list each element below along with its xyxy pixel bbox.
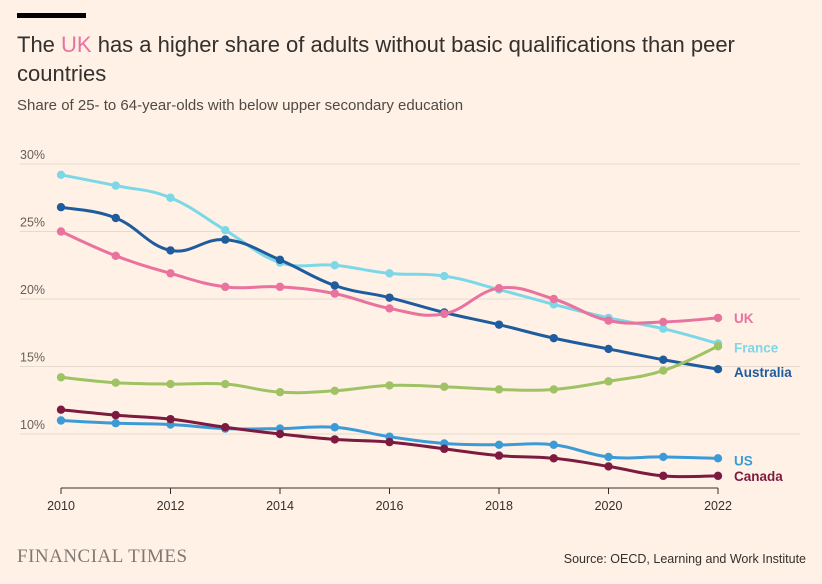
data-point-unlabeled xyxy=(166,379,175,389)
data-point-australia xyxy=(56,203,66,212)
data-point-canada xyxy=(440,444,449,454)
data-point-uk xyxy=(440,309,449,319)
data-point-france xyxy=(221,225,230,235)
data-point-uk xyxy=(549,294,558,304)
title-prefix: The xyxy=(17,32,62,57)
data-point-australia xyxy=(659,355,668,364)
data-point-canada xyxy=(166,414,175,424)
data-point-unlabeled xyxy=(549,385,558,394)
data-point-us xyxy=(549,440,558,449)
series-label-australia: Australia xyxy=(734,365,792,380)
x-tick-label: 2010 xyxy=(47,499,75,513)
data-point-uk xyxy=(56,227,66,236)
data-point-unlabeled xyxy=(440,382,449,391)
data-point-us xyxy=(111,419,120,428)
x-tick-label: 2018 xyxy=(485,499,513,513)
y-tick-label: 15% xyxy=(20,351,45,365)
data-point-australia xyxy=(221,235,230,244)
data-point-us xyxy=(330,423,339,432)
data-point-us xyxy=(56,416,66,425)
series-label-canada: Canada xyxy=(734,469,783,484)
data-point-unlabeled xyxy=(494,385,504,394)
data-point-australia xyxy=(330,281,339,290)
series-label-france: France xyxy=(734,341,779,356)
data-point-australia xyxy=(494,320,504,329)
chart-title: The UK has a higher share of adults with… xyxy=(17,30,787,88)
data-point-uk xyxy=(275,282,285,292)
ft-logo: FINANCIAL TIMES xyxy=(17,546,188,567)
data-point-unlabeled xyxy=(604,377,613,386)
series-line-france xyxy=(59,173,720,346)
data-point-us xyxy=(604,452,613,462)
source-note: Source: OECD, Learning and Work Institut… xyxy=(563,552,806,566)
y-tick-label: 30% xyxy=(20,148,45,162)
data-point-unlabeled xyxy=(659,366,668,375)
data-point-france xyxy=(166,193,175,202)
data-point-uk xyxy=(221,282,230,292)
chart-subtitle: Share of 25- to 64-year-olds with below … xyxy=(17,97,464,114)
x-tick-label: 2022 xyxy=(704,499,732,513)
y-tick-label: 10% xyxy=(20,418,45,432)
x-tick-label: 2020 xyxy=(595,499,623,513)
y-tick-label: 25% xyxy=(20,216,45,230)
data-point-australia xyxy=(111,213,120,223)
x-tick-label: 2014 xyxy=(266,499,294,513)
series-label-us: US xyxy=(734,453,753,468)
data-point-france xyxy=(111,181,120,190)
data-point-australia xyxy=(275,255,285,265)
data-point-canada xyxy=(385,437,394,447)
data-point-uk xyxy=(659,317,668,327)
data-point-france xyxy=(330,261,339,270)
data-point-canada xyxy=(275,429,285,439)
data-point-unlabeled xyxy=(111,378,120,387)
data-point-uk xyxy=(494,284,504,293)
data-point-us xyxy=(659,452,668,462)
data-point-canada xyxy=(56,405,66,414)
data-point-canada xyxy=(494,451,504,460)
data-point-australia xyxy=(166,246,175,255)
data-point-unlabeled xyxy=(275,387,285,397)
data-point-france xyxy=(659,324,668,333)
data-point-australia xyxy=(713,365,723,374)
data-point-canada xyxy=(549,454,558,463)
data-point-uk xyxy=(330,289,339,298)
data-point-unlabeled xyxy=(56,373,66,382)
data-point-australia xyxy=(549,333,558,343)
data-point-france xyxy=(385,269,394,278)
data-point-france xyxy=(440,271,449,281)
data-point-france xyxy=(56,170,66,179)
data-point-canada xyxy=(111,410,120,420)
title-highlight-uk: UK xyxy=(61,32,92,57)
data-point-uk xyxy=(111,251,120,260)
data-point-canada xyxy=(330,435,339,444)
data-point-canada xyxy=(221,423,230,432)
data-point-australia xyxy=(385,293,394,302)
series-label-uk: UK xyxy=(734,311,754,326)
data-point-us xyxy=(494,440,504,449)
data-point-uk xyxy=(604,316,613,325)
x-tick-label: 2012 xyxy=(157,499,185,513)
data-point-us xyxy=(713,454,723,463)
data-point-unlabeled xyxy=(385,381,394,390)
data-point-uk xyxy=(385,304,394,313)
data-point-uk xyxy=(713,313,723,323)
x-tick-label: 2016 xyxy=(376,499,404,513)
brand-topbar xyxy=(17,13,86,18)
data-point-australia xyxy=(604,344,613,354)
data-point-canada xyxy=(713,471,723,481)
data-point-unlabeled xyxy=(330,386,339,395)
y-tick-label: 20% xyxy=(20,283,45,297)
data-point-canada xyxy=(604,462,613,471)
data-point-unlabeled xyxy=(713,342,723,351)
data-point-canada xyxy=(659,471,668,481)
title-suffix: has a higher share of adults without bas… xyxy=(17,32,735,86)
data-point-uk xyxy=(166,269,175,278)
data-point-unlabeled xyxy=(221,379,230,389)
